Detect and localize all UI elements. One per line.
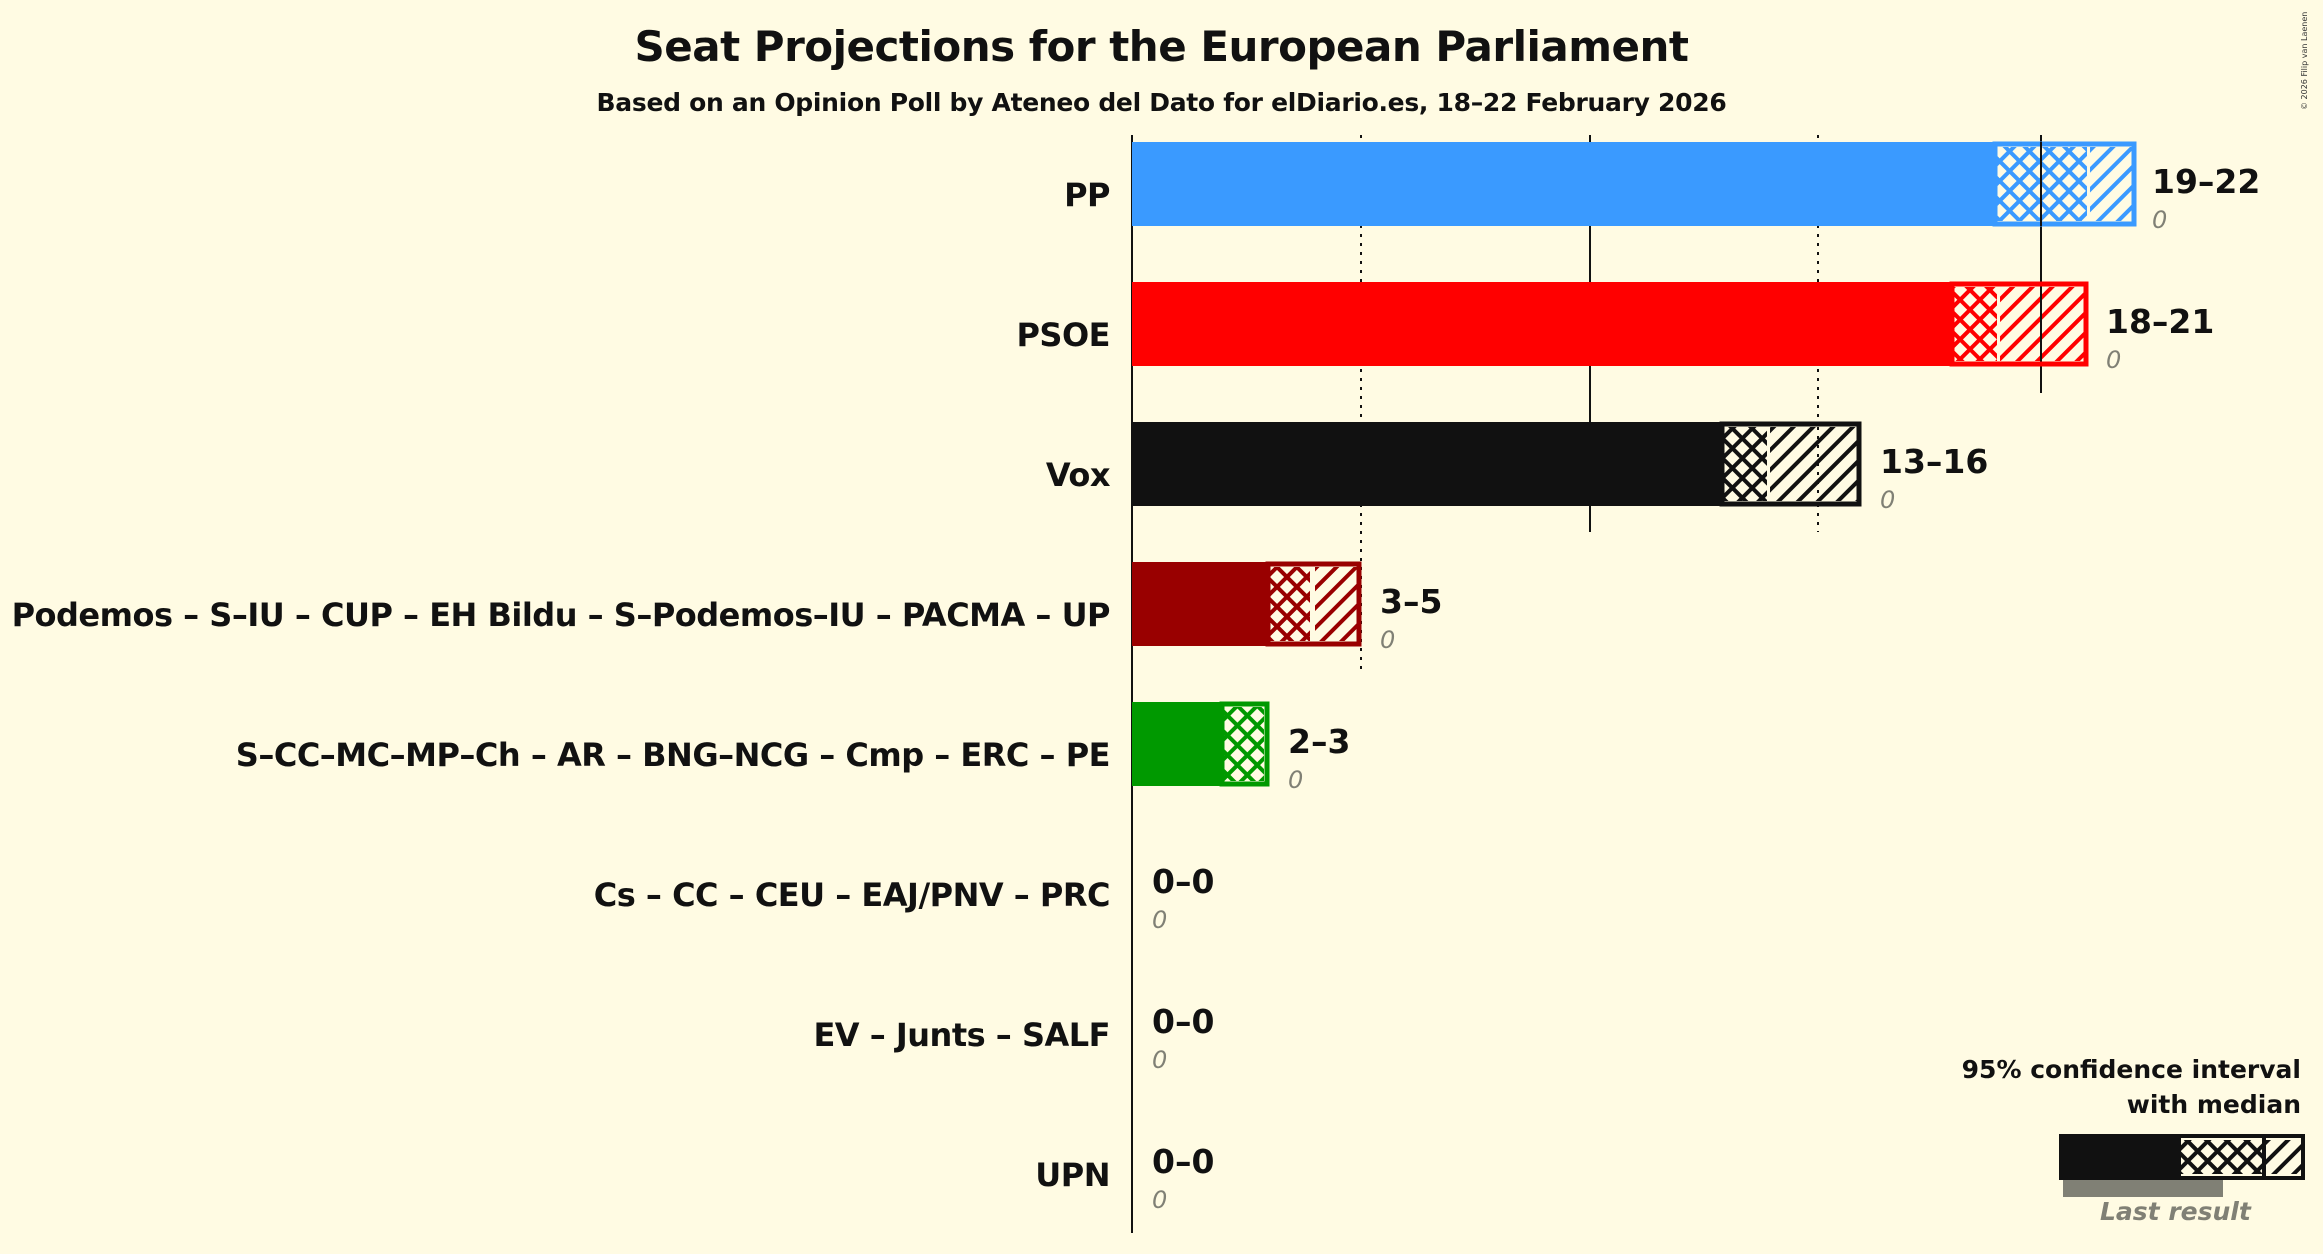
last-result-cs: 0 bbox=[1152, 906, 1168, 934]
bar-psoe bbox=[1132, 281, 2089, 367]
last-result-upn: 0 bbox=[1152, 1186, 1168, 1214]
party-label-podemos: Podemos – S–IU – CUP – EH Bildu – S–Pode… bbox=[11, 596, 1111, 634]
bar-vox bbox=[1132, 421, 1862, 507]
party-label-cs: Cs – CC – CEU – EAJ/PNV – PRC bbox=[593, 876, 1111, 914]
range-label-cs: 0–0 bbox=[1152, 862, 1215, 901]
range-label-psoe: 18–21 bbox=[2106, 302, 2215, 341]
last-result-psoe: 0 bbox=[2106, 346, 2122, 374]
last-result-ev: 0 bbox=[1152, 1046, 1168, 1074]
last-result-vox: 0 bbox=[1880, 486, 1896, 514]
last-result-scc: 0 bbox=[1288, 766, 1304, 794]
bar-pp bbox=[1132, 141, 2137, 227]
party-label-upn: UPN bbox=[1035, 1156, 1110, 1194]
range-label-ev: 0–0 bbox=[1152, 1002, 1215, 1041]
range-label-pp: 19–22 bbox=[2152, 162, 2261, 201]
range-label-podemos: 3–5 bbox=[1380, 582, 1443, 621]
legend-title: 95% confidence interval with median bbox=[1901, 1052, 2301, 1122]
range-label-scc: 2–3 bbox=[1288, 722, 1351, 761]
bar-podemos bbox=[1132, 561, 1362, 647]
legend-last-result: Last result bbox=[2100, 1197, 2251, 1226]
legend-title-line1: 95% confidence interval bbox=[1961, 1055, 2301, 1084]
range-label-vox: 13–16 bbox=[1880, 442, 1989, 481]
party-label-ev: EV – Junts – SALF bbox=[813, 1016, 1110, 1054]
last-result-podemos: 0 bbox=[1380, 626, 1396, 654]
legend-title-line2: with median bbox=[2126, 1090, 2301, 1119]
range-label-upn: 0–0 bbox=[1152, 1142, 1215, 1181]
last-result-pp: 0 bbox=[2152, 206, 2168, 234]
bar-scc bbox=[1132, 701, 1270, 787]
chart-subtitle: Based on an Opinion Poll by Ateneo del D… bbox=[596, 88, 1727, 117]
chart-title: Seat Projections for the European Parlia… bbox=[634, 22, 1689, 71]
party-label-scc: S–CC–MC–MP–Ch – AR – BNG–NCG – Cmp – ERC… bbox=[235, 736, 1111, 774]
party-label-pp: PP bbox=[1064, 176, 1110, 214]
legend-swatch bbox=[2059, 1134, 2305, 1197]
party-label-psoe: PSOE bbox=[1016, 316, 1110, 354]
party-label-vox: Vox bbox=[1045, 456, 1111, 494]
